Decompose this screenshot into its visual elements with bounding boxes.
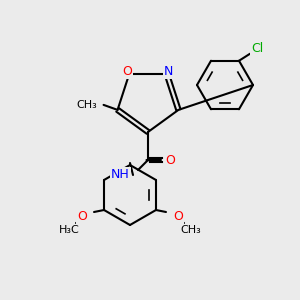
Text: H₃C: H₃C [58,225,80,235]
Text: CH₃: CH₃ [77,100,98,110]
Text: NH: NH [111,169,130,182]
Text: O: O [77,209,87,223]
Text: Cl: Cl [251,42,263,55]
Text: N: N [164,64,173,78]
Text: CH₃: CH₃ [181,225,201,235]
Text: O: O [173,209,183,223]
Text: O: O [122,64,132,78]
Text: O: O [165,154,175,166]
